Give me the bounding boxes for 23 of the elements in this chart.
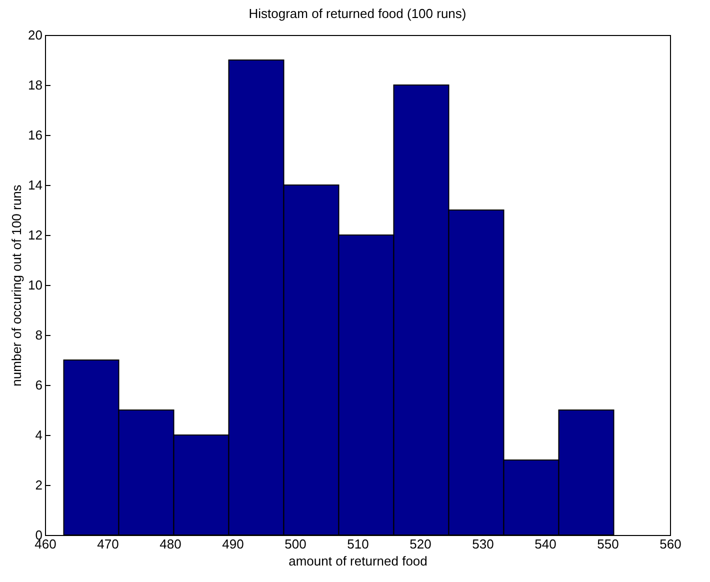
y-tick-label: 8 (35, 328, 42, 342)
x-tick-label: 480 (160, 536, 182, 552)
y-tick-label: 18 (28, 78, 42, 92)
x-tick-label: 500 (284, 536, 306, 552)
y-tick-label: 2 (35, 478, 42, 492)
y-axis-title: number of occuring out of 100 runs (9, 184, 24, 386)
x-tick-label: 540 (534, 536, 556, 552)
x-tick-label: 550 (597, 536, 619, 552)
x-tick-label: 560 (660, 536, 682, 552)
y-tick-label: 10 (28, 278, 42, 292)
chart-title: Histogram of returned food (100 runs) (248, 6, 466, 21)
x-tick-label: 510 (347, 536, 369, 552)
y-tick-label: 4 (35, 428, 42, 442)
x-tick-label: 470 (97, 536, 119, 552)
x-axis-title: amount of returned food (288, 554, 428, 568)
y-tick-label: 14 (28, 178, 42, 192)
x-tick-label: 490 (222, 536, 244, 552)
y-tick-label: 16 (28, 128, 42, 142)
y-tick-label: 6 (35, 378, 42, 392)
x-tick-label: 530 (472, 536, 494, 552)
x-tick-label: 520 (410, 536, 432, 552)
y-tick-label: 20 (28, 28, 42, 42)
y-tick-label: 12 (28, 228, 42, 242)
